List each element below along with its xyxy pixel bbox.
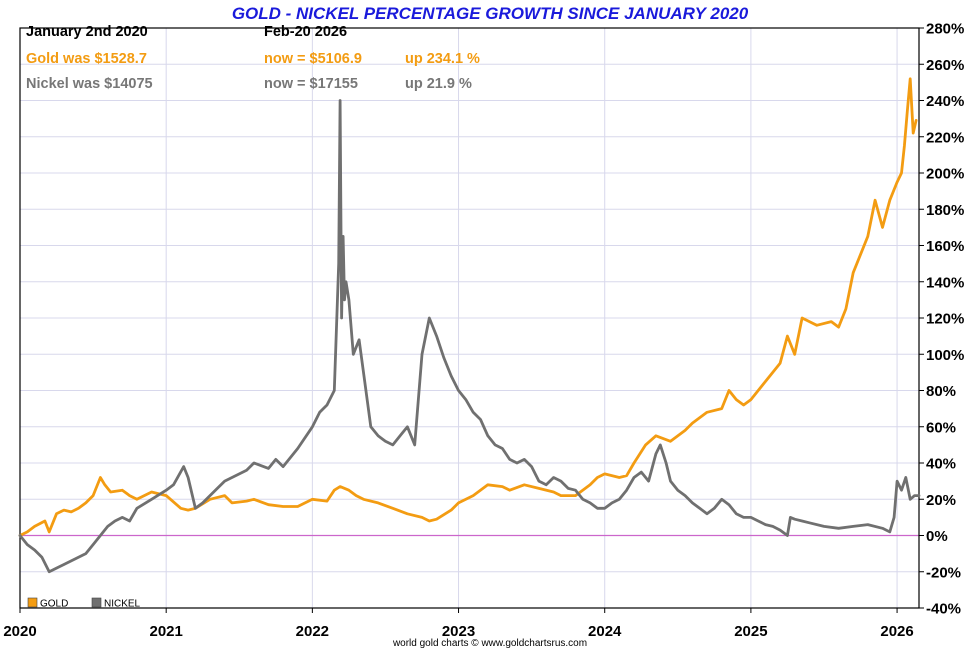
y-tick-label: 40% xyxy=(926,456,956,473)
y-tick-label: 140% xyxy=(926,274,964,291)
series-lines xyxy=(18,77,921,574)
nickel-current-price: now = $17155 xyxy=(264,76,358,92)
gold-series-line xyxy=(18,77,918,537)
legend: GOLD NICKEL xyxy=(27,597,141,610)
chart-title: GOLD - NICKEL PERCENTAGE GROWTH SINCE JA… xyxy=(232,4,749,23)
nickel-legend-label: NICKEL xyxy=(104,599,141,610)
y-tick-label: 180% xyxy=(926,202,964,219)
y-tick-label: 0% xyxy=(926,528,948,545)
y-tick-label: 60% xyxy=(926,419,956,436)
gold-legend-label: GOLD xyxy=(40,599,68,610)
y-tick-label: 240% xyxy=(926,93,964,110)
x-tick-label: 2026 xyxy=(880,623,913,640)
gold-current-price: now = $5106.9 xyxy=(264,51,362,67)
y-tick-label: 120% xyxy=(926,311,964,328)
y-tick-label: -40% xyxy=(926,601,961,618)
gold-start-price: Gold was $1528.7 xyxy=(26,51,147,67)
y-tick-label: 20% xyxy=(926,492,956,509)
nickel-series-line xyxy=(18,99,921,574)
footer-credit: world gold charts © www.goldchartsrus.co… xyxy=(392,638,587,649)
y-tick-label: 100% xyxy=(926,347,964,364)
current-date-label: Feb-20 2026 xyxy=(264,24,348,40)
nickel-legend-swatch xyxy=(91,597,102,608)
start-date-label: January 2nd 2020 xyxy=(26,24,148,40)
y-axis-ticks: 280% 260% 240% 220% 200% 180% 160% 140% 120% 100%… xyxy=(919,21,964,618)
gold-growth: up 234.1 % xyxy=(405,51,480,67)
y-tick-label: 160% xyxy=(926,238,964,255)
x-tick-label: 2025 xyxy=(734,623,767,640)
gridlines xyxy=(20,27,919,609)
x-tick-label: 2024 xyxy=(588,623,622,640)
x-axis-ticks: 2020 2021 2022 2023 2024 2025 2026 xyxy=(3,608,914,640)
y-tick-label: 260% xyxy=(926,57,964,74)
x-tick-label: 2023 xyxy=(442,623,475,640)
y-tick-label: 280% xyxy=(926,21,964,38)
y-tick-label: 80% xyxy=(926,383,956,400)
y-tick-label: 200% xyxy=(926,166,964,183)
nickel-growth: up 21.9 % xyxy=(405,76,472,92)
nickel-start-price: Nickel was $14075 xyxy=(26,76,153,92)
y-tick-label: 220% xyxy=(926,129,964,146)
x-tick-label: 2020 xyxy=(3,623,36,640)
gold-legend-swatch xyxy=(27,597,38,608)
x-tick-label: 2021 xyxy=(149,623,182,640)
y-tick-label: -20% xyxy=(926,564,961,581)
x-tick-label: 2022 xyxy=(296,623,329,640)
